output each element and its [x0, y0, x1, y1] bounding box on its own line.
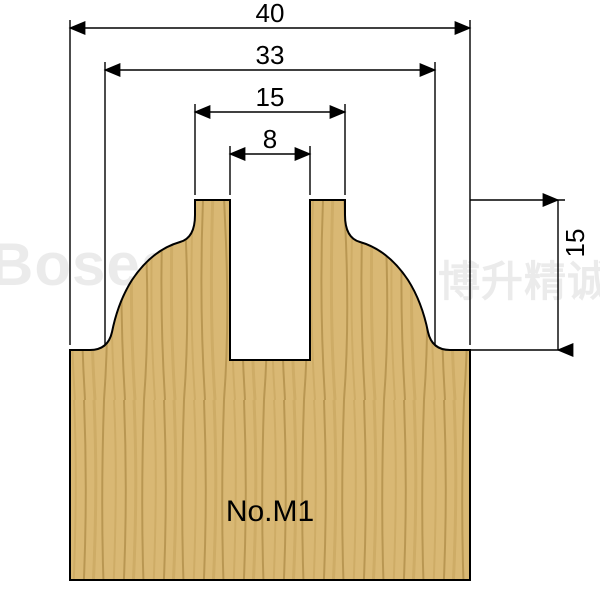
dim-height: 15: [560, 228, 591, 258]
part-number-label: No.M1: [200, 495, 340, 529]
dim-overall-width: 40: [240, 0, 300, 29]
drawing-canvas: Bosea 博升精诚: [0, 0, 600, 592]
dim-slot-outer: 15: [240, 82, 300, 113]
dim-inner-width: 33: [240, 40, 300, 71]
dim-slot-inner: 8: [250, 124, 290, 155]
